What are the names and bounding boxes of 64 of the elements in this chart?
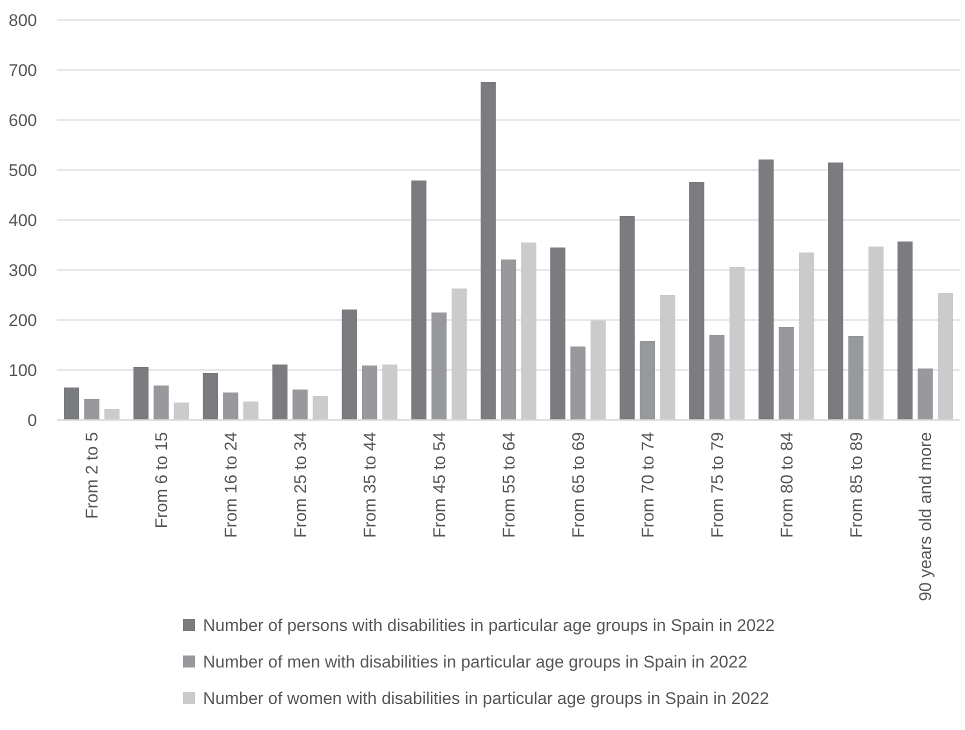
- y-tick-label: 0: [28, 410, 37, 430]
- bar: [64, 388, 80, 420]
- bar: [918, 368, 933, 420]
- legend-label: Number of men with disabilities in particular age groups in Spain in 2022: [203, 652, 748, 672]
- bar: [778, 327, 794, 420]
- x-tick-label: 90 years old and more: [916, 432, 936, 602]
- y-tick-label: 300: [8, 260, 37, 280]
- bar: [312, 396, 328, 420]
- bar: [848, 336, 864, 420]
- bar: [243, 402, 258, 420]
- bar: [431, 312, 447, 420]
- legend-label: Number of women with disabilities in particular age groups in Spain in 2022: [203, 688, 770, 708]
- y-tick-label: 200: [8, 310, 37, 330]
- bar: [897, 242, 913, 420]
- x-tick-label: From 75 to 79: [708, 432, 727, 538]
- bar: [362, 366, 378, 420]
- bar: [84, 399, 100, 420]
- y-tick-label: 100: [8, 360, 37, 380]
- bar: [154, 386, 169, 420]
- bar: [480, 82, 496, 420]
- bar: [133, 367, 149, 420]
- bar: [272, 364, 288, 420]
- y-tick-label: 500: [8, 160, 37, 180]
- x-tick-label: From 35 to 44: [360, 432, 380, 538]
- bar: [709, 335, 724, 420]
- bar: [590, 320, 606, 420]
- x-tick-label: From 70 to 74: [638, 432, 658, 538]
- bar: [640, 341, 655, 420]
- x-tick-label: From 16 to 24: [222, 432, 241, 538]
- x-tick-label: From 55 to 64: [499, 432, 518, 538]
- bar: [758, 160, 774, 420]
- bar: [342, 310, 357, 420]
- bar: [223, 392, 238, 420]
- x-tick-label: From 65 to 69: [568, 432, 588, 538]
- x-tick-label: From 80 to 84: [777, 432, 796, 538]
- y-tick-label: 400: [8, 210, 37, 230]
- bar: [521, 242, 536, 420]
- bar: [730, 267, 745, 420]
- bar: [382, 364, 398, 420]
- bar: [868, 246, 884, 420]
- bar: [620, 216, 635, 420]
- bar: [411, 180, 426, 420]
- bar: [500, 260, 516, 420]
- bar: [689, 182, 704, 420]
- x-tick-label: From 85 to 89: [846, 432, 866, 538]
- y-tick-label: 700: [8, 60, 37, 80]
- x-tick-label: From 2 to 5: [82, 432, 102, 519]
- bar: [292, 390, 308, 420]
- bar: [660, 295, 676, 420]
- bar: [202, 373, 218, 420]
- bar: [570, 346, 586, 420]
- bar: [550, 248, 566, 420]
- bar: [798, 252, 814, 420]
- bar: [174, 402, 189, 420]
- bar: [938, 293, 954, 420]
- bar: [828, 162, 844, 420]
- y-tick-label: 800: [8, 10, 37, 30]
- legend-label: Number of persons with disabilities in particular age groups in Spain in 2022: [203, 616, 775, 635]
- y-tick-label: 600: [8, 110, 37, 130]
- x-tick-label: From 25 to 34: [291, 432, 310, 538]
- x-tick-label: From 45 to 54: [430, 432, 449, 538]
- x-tick-label: From 6 to 15: [152, 432, 172, 528]
- bar: [104, 409, 120, 420]
- bar: [452, 288, 467, 420]
